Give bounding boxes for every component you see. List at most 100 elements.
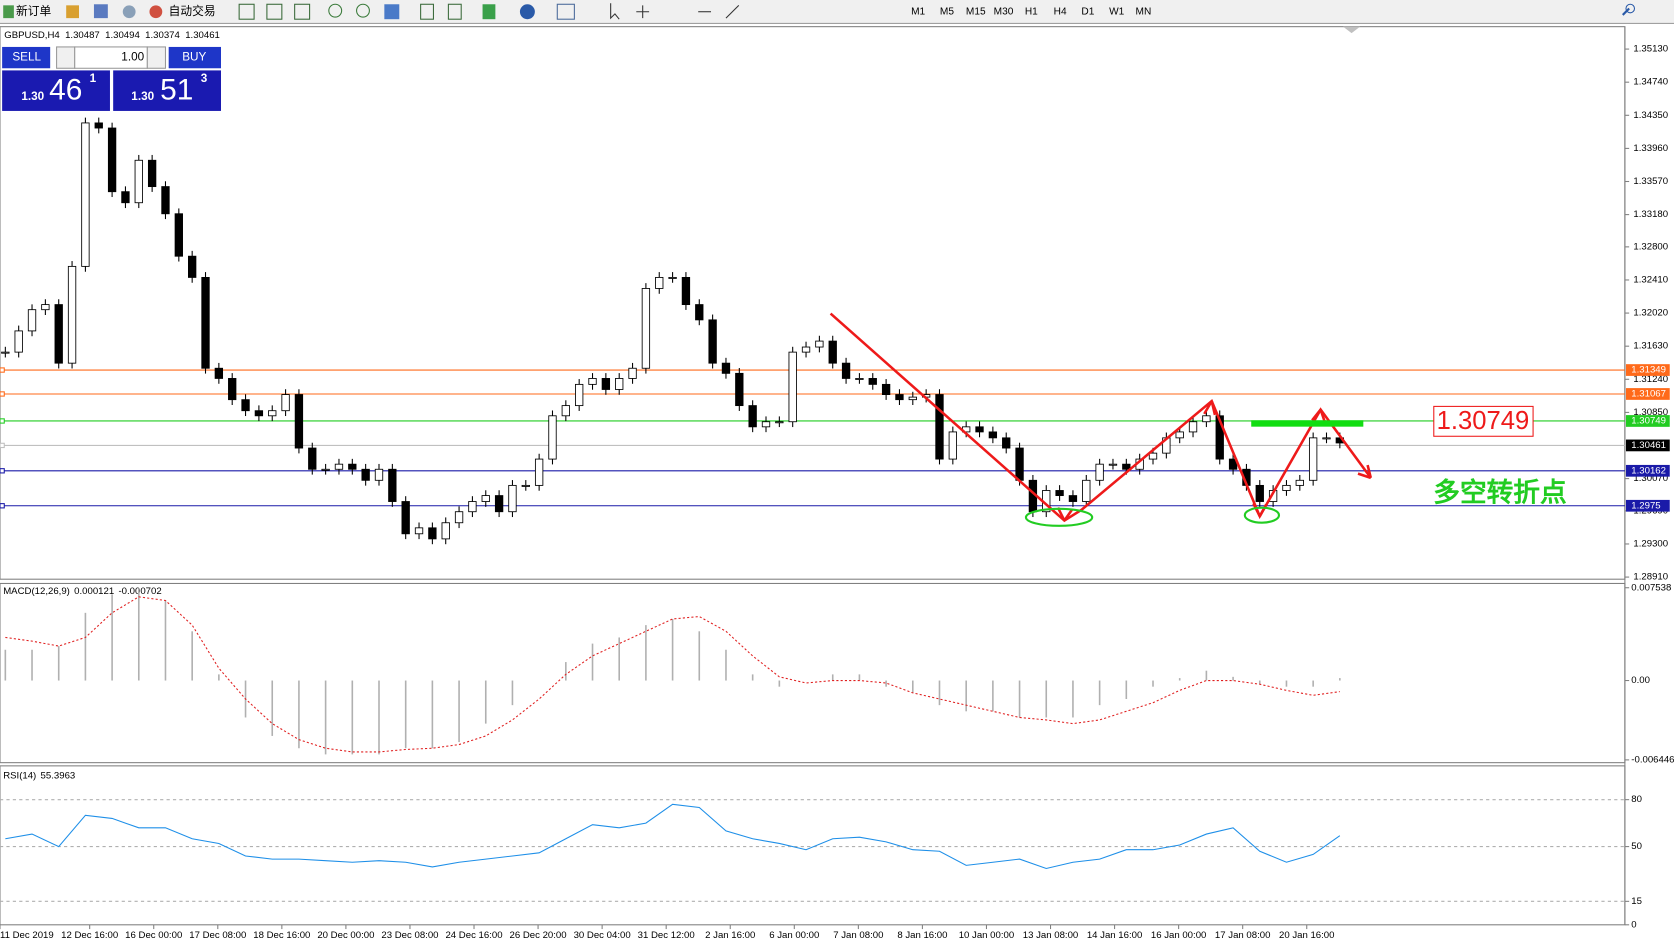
timeframe-button[interactable]: H4 <box>1054 6 1067 17</box>
bid-box[interactable] <box>2 70 110 111</box>
search-icon[interactable] <box>1622 7 1630 16</box>
icon[interactable] <box>122 5 136 19</box>
buy-button[interactable] <box>168 46 221 69</box>
sell-button[interactable] <box>2 46 51 69</box>
candle-body <box>174 213 183 257</box>
timeframe-button[interactable]: M15 <box>966 6 986 17</box>
candle-body <box>1015 447 1024 481</box>
turning-point-label: 多空转折点 <box>1433 477 1566 508</box>
candle-body <box>601 378 611 390</box>
timeframe-button[interactable]: M5 <box>940 6 954 17</box>
candle-body <box>1308 437 1318 481</box>
level-label: 1.31067 <box>1631 389 1666 400</box>
timeframe-button[interactable]: M30 <box>994 6 1014 17</box>
level-label: 1.2975 <box>1631 500 1660 511</box>
timeframe-button[interactable]: H1 <box>1025 6 1038 17</box>
level-label: 1.31349 <box>1631 365 1666 376</box>
candle-body <box>668 276 677 279</box>
volume-down[interactable] <box>56 46 76 69</box>
icon[interactable] <box>384 4 400 20</box>
icon[interactable] <box>519 4 535 20</box>
drawings <box>829 312 1534 527</box>
level-marker <box>0 391 5 397</box>
ask-pips: 51 <box>160 74 193 107</box>
price-tick-label: 1.30070 <box>1633 473 1668 484</box>
ask-box[interactable] <box>113 70 221 111</box>
price-tick-label: 1.33180 <box>1633 209 1668 220</box>
icon[interactable] <box>556 3 575 20</box>
time-label: 2 Jan 16:00 <box>705 930 755 941</box>
candle-body <box>214 367 224 379</box>
icon[interactable] <box>66 5 80 19</box>
toolbar-icons <box>3 3 1636 20</box>
icon[interactable] <box>610 3 620 20</box>
candle-body <box>1055 490 1064 497</box>
candle-body <box>481 495 490 502</box>
volume-up[interactable] <box>146 46 167 69</box>
icon[interactable] <box>420 3 434 20</box>
icon[interactable] <box>149 5 163 19</box>
icon[interactable] <box>93 4 108 19</box>
candle-body <box>895 394 904 401</box>
price-box <box>1433 405 1534 437</box>
candle-body <box>361 468 370 481</box>
candle-body <box>735 372 744 407</box>
candle-body <box>1322 437 1331 440</box>
icon[interactable] <box>636 5 650 19</box>
ohlc-value: 1.30487 <box>65 30 100 41</box>
icon[interactable] <box>482 4 496 20</box>
candle-body <box>534 458 544 486</box>
arrow-head <box>1357 464 1373 480</box>
symbol: GBPUSD,H4 <box>4 30 60 41</box>
time-label: 18 Dec 16:00 <box>253 930 310 941</box>
candle-body <box>841 362 851 379</box>
timeframe-button[interactable]: MN <box>1136 6 1152 17</box>
price-tick-label: 1.32020 <box>1633 308 1668 319</box>
timeframe-button[interactable]: W1 <box>1109 6 1125 17</box>
price-tick-label: 1.34350 <box>1633 110 1668 121</box>
icon[interactable] <box>356 3 370 18</box>
icon[interactable] <box>447 3 462 20</box>
new-order-button[interactable]: 新订单 <box>16 4 51 18</box>
sell-label[interactable]: SELL <box>12 51 41 64</box>
level-label-box <box>1625 464 1670 477</box>
icon[interactable] <box>328 3 343 18</box>
rsi-line <box>5 803 1341 870</box>
icon[interactable] <box>238 3 255 20</box>
candle-body <box>655 276 664 289</box>
level-marker <box>0 442 5 449</box>
candle-body <box>1 351 10 354</box>
level-label-box <box>1625 439 1670 452</box>
candle-body <box>428 527 437 540</box>
time-label: 24 Dec 16:00 <box>445 930 502 941</box>
candle-body <box>548 415 557 460</box>
level-marker <box>0 468 5 474</box>
ask-fraction: 3 <box>201 72 208 85</box>
candle-body <box>1095 463 1104 481</box>
candle-body <box>107 127 117 193</box>
candle-body <box>681 276 691 306</box>
auto-trading-button[interactable]: 自动交易 <box>169 4 216 18</box>
level-label-box <box>1625 388 1670 400</box>
level-label: 1.30162 <box>1631 465 1666 476</box>
time-label: 10 Jan 00:00 <box>959 930 1015 941</box>
time-label: 30 Dec 04:00 <box>574 930 631 941</box>
volume-value[interactable]: 1.00 <box>121 51 144 64</box>
macd-reading: -0.000702 <box>118 585 161 596</box>
icon[interactable] <box>266 3 283 20</box>
candle-body <box>988 431 998 439</box>
icon[interactable] <box>294 3 311 20</box>
macd-header: MACD(12,26,9) 0.000121 -0.000702 <box>3 585 161 596</box>
price-tick-label: 1.28910 <box>1633 572 1668 583</box>
icon[interactable] <box>725 4 740 19</box>
search-icon[interactable] <box>1625 3 1636 14</box>
time-label: 16 Jan 00:00 <box>1151 930 1207 941</box>
buy-label[interactable]: BUY <box>182 51 206 64</box>
candle-body <box>414 527 424 535</box>
time-label: 11 Dec 2019 <box>0 930 54 941</box>
timeframe-button[interactable]: M1 <box>911 6 925 17</box>
time-label: 23 Dec 08:00 <box>381 930 438 941</box>
timeframe-button[interactable]: D1 <box>1081 6 1094 17</box>
candle-body <box>641 288 651 369</box>
